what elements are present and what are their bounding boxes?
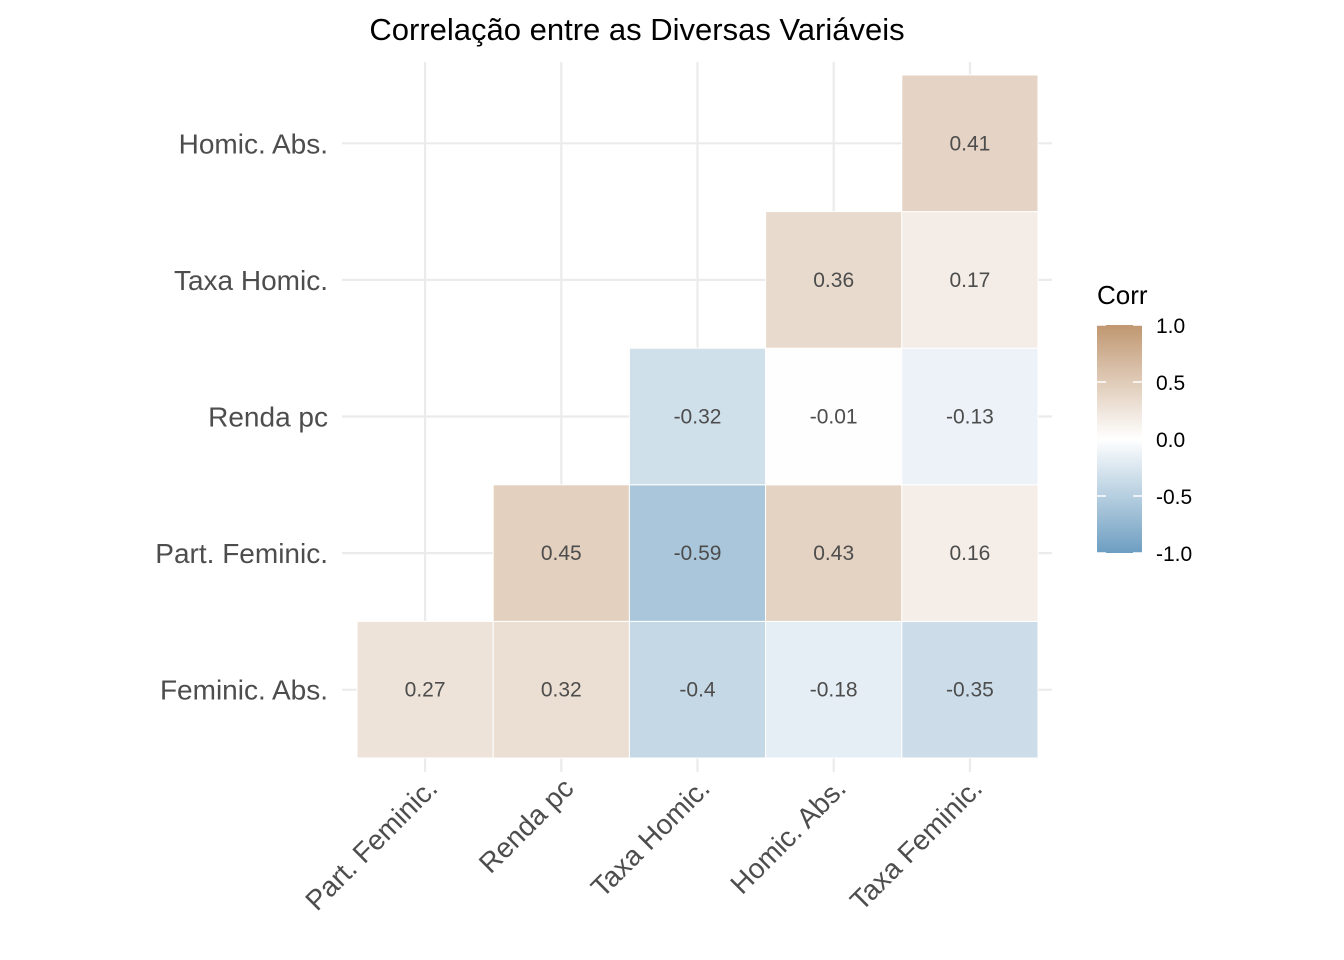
heatmap-cell [765,484,903,622]
heatmap-cell [492,620,630,759]
cell-value-label: -0.32 [674,406,722,429]
x-tick-label: Part. Feminic. [299,772,443,916]
heatmap-cell [765,620,903,759]
legend-tick-label: 0.0 [1156,429,1185,452]
cell-value-label: 0.43 [813,542,854,565]
cell-value-label: -0.35 [946,679,994,702]
chart-title: Correlação entre as Diversas Variáveis [369,12,904,47]
cell-value-label: -0.13 [946,406,994,429]
heatmap-cells: 0.27 0.32 -0.4 -0.18 -0.35 0.45 -0.59 0.43 0.16 -… [356,74,1039,759]
heatmap-cell [901,347,1039,486]
heatmap-cell [901,211,1039,349]
color-legend: Corr 1.0 0.5 0.0 -0.5 -1.0 [1097,280,1192,566]
heatmap-cell [356,620,494,759]
x-tick-label: Taxa Homic. [585,772,716,903]
x-axis-labels: Part. Feminic. Renda pc Taxa Homic. Homic. … [299,772,988,916]
cell-value-label: 0.17 [949,269,990,292]
x-tick-label: Taxa Feminic. [844,772,988,916]
y-tick-label: Part. Feminic. [155,538,328,569]
cell-value-label: 0.36 [813,269,854,292]
y-tick-label: Feminic. Abs. [160,675,328,706]
y-tick-label: Homic. Abs. [179,128,328,159]
cell-value-label: 0.27 [405,679,446,702]
heatmap-cell [628,484,767,622]
heatmap-cell [901,74,1039,213]
x-tick-label: Renda pc [473,772,580,879]
heatmap-cell [901,484,1039,622]
heatmap-cell [492,484,630,622]
heatmap-cell [628,620,767,759]
heatmap-cell [628,347,767,486]
legend-tick-label: -1.0 [1156,543,1192,566]
heatmap-cell [765,347,903,486]
x-tick-label: Homic. Abs. [724,772,852,900]
cell-value-label: 0.41 [949,132,990,155]
cell-value-label: -0.59 [674,542,722,565]
y-tick-label: Taxa Homic. [174,265,328,296]
legend-tick-label: 0.5 [1156,372,1185,395]
cell-value-label: -0.01 [810,406,858,429]
y-tick-label: Renda pc [208,402,328,433]
cell-value-label: 0.16 [949,542,990,565]
heatmap-cell [765,211,903,349]
legend-title: Corr [1097,280,1148,310]
legend-tick-label: 1.0 [1156,315,1185,338]
cell-value-label: -0.4 [679,679,716,702]
y-axis-labels: Feminic. Abs. Part. Feminic. Renda pc Taxa … [155,128,328,705]
cell-value-label: 0.32 [541,679,582,702]
legend-tick-label: -0.5 [1156,486,1192,509]
cell-value-label: 0.45 [541,542,582,565]
cell-value-label: -0.18 [810,679,858,702]
